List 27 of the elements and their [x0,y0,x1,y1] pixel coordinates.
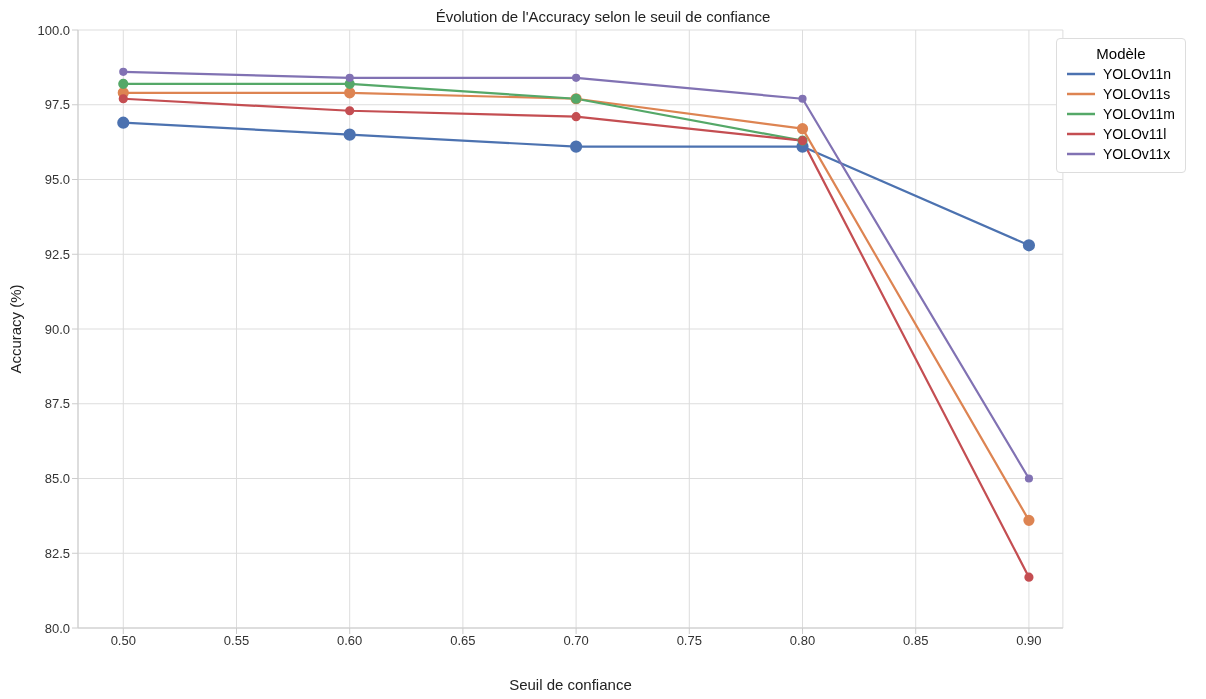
y-tick-label: 95.0 [44,172,70,188]
x-tick-label: 0.50 [110,633,136,649]
x-tick-label: 0.70 [563,633,589,649]
x-tick-label: 0.75 [676,633,702,649]
chart-title: Évolution de l'Accuracy selon le seuil de confiance [435,8,771,25]
legend-label: YOLOv11n [1102,66,1172,82]
x-tick-label: 0.90 [1016,633,1042,649]
x-tick-label: 0.60 [337,633,363,649]
y-tick-label: 97.5 [44,97,70,113]
y-axis-title: Accuracy (%) [7,284,25,374]
y-tick-label: 82.5 [44,545,70,561]
legend-label: YOLOv11m [1102,106,1175,122]
legend-title: Modèle [1095,45,1147,62]
legend-label: YOLOv11s [1102,86,1171,102]
x-tick-label: 0.80 [789,633,816,649]
legend-label: YOLOv11l [1102,126,1167,142]
y-tick-label: 87.5 [44,396,70,412]
y-tick-label: 85.0 [44,471,70,487]
x-tick-label: 0.55 [223,633,250,649]
x-tick-label: 0.65 [450,633,476,649]
y-tick-label: 92.5 [44,246,70,262]
x-tick-label: 0.85 [903,633,929,649]
y-tick-label: 100.0 [37,22,70,38]
legend-label: YOLOv11x [1102,146,1171,162]
x-axis-title: Seuil de confiance [509,676,632,693]
y-tick-label: 90.0 [44,321,70,337]
y-tick-label: 80.0 [44,620,70,636]
